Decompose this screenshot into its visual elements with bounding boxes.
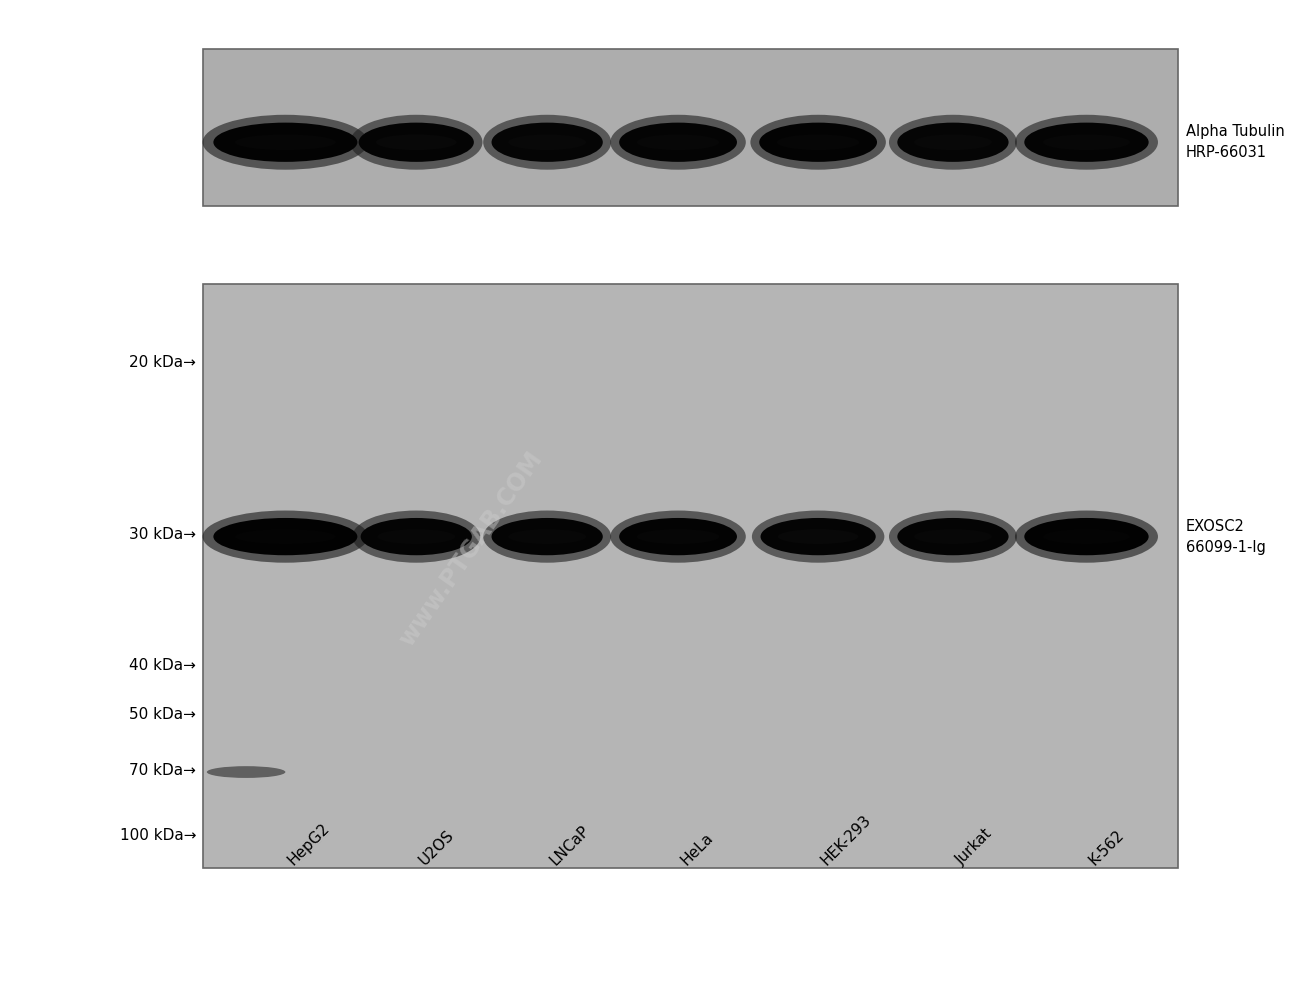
- Text: K-562: K-562: [1086, 827, 1127, 868]
- Text: Alpha Tubulin
HRP-66031: Alpha Tubulin HRP-66031: [1186, 125, 1284, 160]
- Ellipse shape: [778, 529, 859, 544]
- Ellipse shape: [483, 510, 611, 563]
- Text: 100 kDa→: 100 kDa→: [120, 828, 196, 844]
- Ellipse shape: [1014, 510, 1158, 563]
- Ellipse shape: [483, 115, 611, 170]
- Text: HepG2: HepG2: [285, 821, 332, 868]
- Ellipse shape: [491, 518, 602, 555]
- Ellipse shape: [751, 510, 885, 563]
- Ellipse shape: [610, 115, 746, 170]
- Text: 30 kDa→: 30 kDa→: [130, 527, 196, 542]
- Ellipse shape: [359, 123, 474, 162]
- Ellipse shape: [213, 123, 357, 162]
- Bar: [203, 284, 1178, 868]
- Text: Jurkat: Jurkat: [953, 826, 995, 868]
- Ellipse shape: [236, 529, 335, 544]
- Text: HeLa: HeLa: [678, 830, 716, 868]
- Text: EXOSC2
66099-1-Ig: EXOSC2 66099-1-Ig: [1186, 519, 1266, 554]
- Ellipse shape: [914, 529, 992, 544]
- Ellipse shape: [610, 510, 746, 563]
- Ellipse shape: [376, 134, 457, 150]
- Ellipse shape: [759, 123, 877, 162]
- Ellipse shape: [377, 529, 456, 544]
- Text: 40 kDa→: 40 kDa→: [130, 657, 196, 673]
- Ellipse shape: [508, 529, 586, 544]
- Text: www.PTGAB.COM: www.PTGAB.COM: [395, 447, 547, 651]
- Text: HEK-293: HEK-293: [818, 812, 874, 868]
- Ellipse shape: [776, 134, 859, 150]
- Ellipse shape: [361, 518, 471, 555]
- Ellipse shape: [914, 134, 992, 150]
- Ellipse shape: [508, 134, 586, 150]
- Ellipse shape: [352, 510, 480, 563]
- Bar: [203, 49, 1178, 206]
- Ellipse shape: [898, 518, 1009, 555]
- Ellipse shape: [207, 766, 285, 778]
- Ellipse shape: [889, 115, 1017, 170]
- Ellipse shape: [491, 123, 602, 162]
- Ellipse shape: [1014, 115, 1158, 170]
- Ellipse shape: [203, 510, 368, 563]
- Ellipse shape: [203, 115, 368, 170]
- Ellipse shape: [898, 123, 1009, 162]
- Ellipse shape: [761, 518, 876, 555]
- Ellipse shape: [636, 529, 720, 544]
- Ellipse shape: [1024, 518, 1149, 555]
- Ellipse shape: [236, 134, 335, 150]
- Text: 50 kDa→: 50 kDa→: [130, 706, 196, 722]
- Ellipse shape: [889, 510, 1017, 563]
- Ellipse shape: [1024, 123, 1149, 162]
- Ellipse shape: [350, 115, 483, 170]
- Text: 70 kDa→: 70 kDa→: [130, 762, 196, 778]
- Ellipse shape: [750, 115, 886, 170]
- Ellipse shape: [636, 134, 720, 150]
- Ellipse shape: [1043, 134, 1130, 150]
- Text: U2OS: U2OS: [416, 827, 457, 868]
- Text: 20 kDa→: 20 kDa→: [130, 355, 196, 371]
- Ellipse shape: [213, 518, 357, 555]
- Text: LNCaP: LNCaP: [547, 823, 593, 868]
- Ellipse shape: [619, 518, 737, 555]
- Ellipse shape: [619, 123, 737, 162]
- Ellipse shape: [1043, 529, 1130, 544]
